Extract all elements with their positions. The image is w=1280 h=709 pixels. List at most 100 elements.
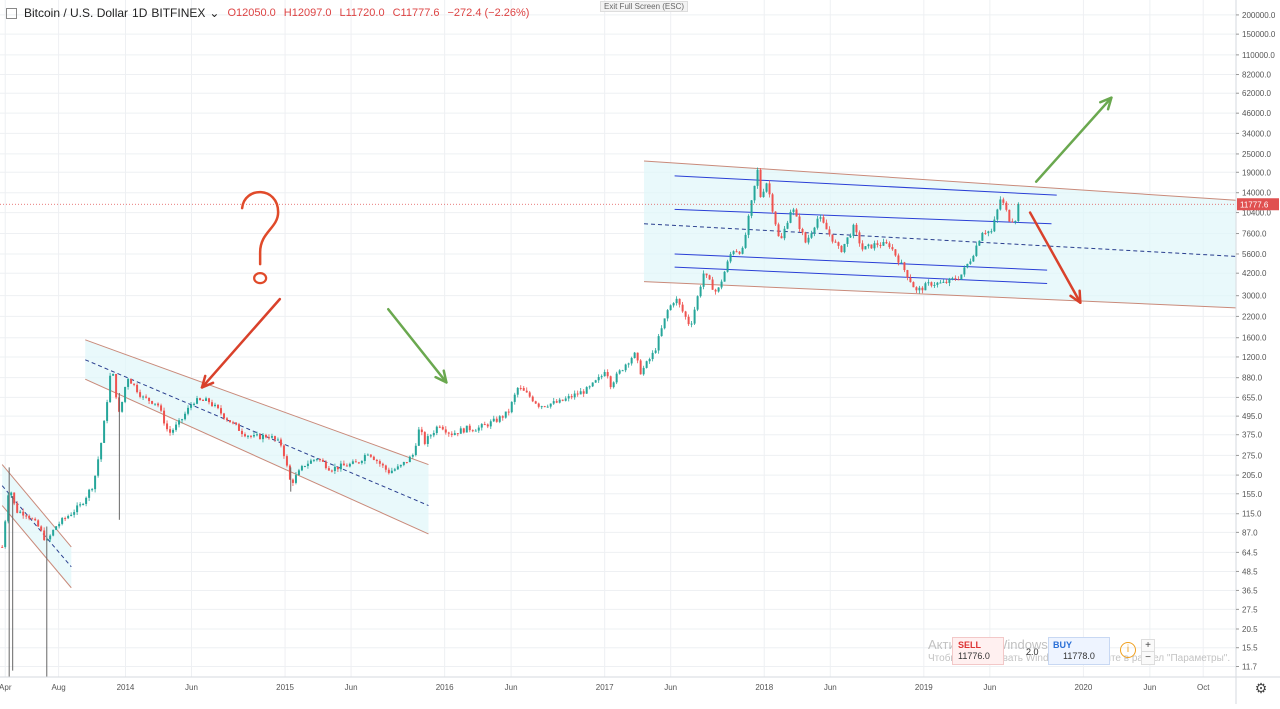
info-icon[interactable]: i xyxy=(1120,642,1136,658)
candle-body xyxy=(606,372,609,377)
channels xyxy=(1,160,1237,589)
candle-body xyxy=(498,416,501,422)
candle-body xyxy=(52,529,55,536)
exit-fullscreen-button[interactable]: Exit Full Screen (ESC) xyxy=(600,1,689,12)
candle-body xyxy=(756,169,759,186)
channel-border xyxy=(85,339,429,466)
candle-body xyxy=(723,271,726,282)
candle-body xyxy=(915,287,918,291)
ohlc-low: L11720.0 xyxy=(339,7,385,19)
candle-body xyxy=(411,455,414,457)
candle-body xyxy=(810,233,813,238)
candle-body xyxy=(966,263,969,268)
candle-body xyxy=(864,246,867,250)
minus-icon[interactable]: − xyxy=(1141,651,1155,665)
candle-body xyxy=(573,393,576,398)
candle-body xyxy=(300,466,303,471)
candle-body xyxy=(582,391,585,394)
green-arrow-head xyxy=(1099,96,1113,111)
candle-body xyxy=(450,433,453,436)
exchange-label[interactable]: BITFINEX xyxy=(151,6,206,20)
symbol-name[interactable]: Bitcoin / U.S. Dollar xyxy=(24,6,129,20)
candle-body xyxy=(579,391,582,395)
price-tick-label: 25000.0 xyxy=(1242,150,1271,159)
candle-body xyxy=(133,383,136,385)
candle-body xyxy=(537,403,540,407)
candle-body xyxy=(789,211,792,223)
candle-body xyxy=(366,454,369,456)
price-tick-label: 14000.0 xyxy=(1242,189,1271,198)
channel-fill xyxy=(2,464,72,588)
channel-midline xyxy=(643,223,1237,257)
candle-body xyxy=(792,209,795,212)
candle-body xyxy=(528,392,531,397)
chevron-down-icon[interactable]: ⌄ xyxy=(209,6,220,20)
time-tick-label: 2018 xyxy=(755,683,773,692)
candle-body xyxy=(996,209,999,220)
channel-fill xyxy=(644,160,1236,308)
candle-body xyxy=(109,375,112,403)
channel-border xyxy=(1,464,72,548)
candle-body xyxy=(453,433,456,436)
candle-body xyxy=(927,282,930,284)
candle-body xyxy=(121,401,124,412)
candle-body xyxy=(729,254,732,262)
candle-body xyxy=(1011,221,1014,223)
sell-button[interactable]: SELL 11776.0 xyxy=(952,637,1004,665)
candle-body xyxy=(693,309,696,324)
candle-body xyxy=(459,428,462,434)
candle-body xyxy=(618,370,621,374)
candle-body xyxy=(441,426,444,430)
candle-body xyxy=(4,521,7,547)
channel-border xyxy=(643,160,1237,201)
candle-body xyxy=(214,404,217,406)
candle-body xyxy=(399,464,402,467)
candle-body xyxy=(249,435,252,437)
candle-body xyxy=(924,283,927,291)
candle-body xyxy=(690,323,693,325)
candle-body xyxy=(513,394,516,402)
candle-body xyxy=(849,235,852,238)
interval-label[interactable]: 1D xyxy=(132,6,148,20)
channel-blue-line xyxy=(674,208,1052,225)
candle-body xyxy=(390,470,393,474)
candle-body xyxy=(231,422,234,424)
candle-body xyxy=(948,278,951,283)
candle-body xyxy=(429,435,432,437)
candle-body xyxy=(1017,203,1020,222)
candle-body xyxy=(22,511,25,516)
candle-body xyxy=(354,461,357,463)
candle-body xyxy=(172,429,175,433)
price-tick-label: 7600.0 xyxy=(1242,230,1267,239)
candle-body xyxy=(882,242,885,246)
candle-body xyxy=(981,232,984,241)
channel-blue-line xyxy=(674,253,1048,271)
candle-body xyxy=(909,277,912,283)
gear-icon[interactable]: ⚙ xyxy=(1254,680,1268,696)
candle-body xyxy=(318,459,321,461)
candle-body xyxy=(199,398,202,401)
candle-body xyxy=(342,463,345,466)
candle-body xyxy=(261,434,264,440)
candle-body xyxy=(726,261,729,272)
price-tick-label: 1600.0 xyxy=(1242,334,1267,343)
candle-body xyxy=(903,262,906,271)
candle-body xyxy=(654,350,657,353)
candle-body xyxy=(828,229,831,235)
candle-body xyxy=(25,515,28,517)
question-mark-dot xyxy=(253,272,268,285)
spread-value: 2.0 xyxy=(1026,647,1039,657)
channel-fill xyxy=(85,339,429,534)
candle-body xyxy=(474,430,477,432)
symbol-legend: Bitcoin / U.S. Dollar 1D BITFINEX ⌄ O120… xyxy=(6,4,529,22)
question-mark-stroke xyxy=(240,190,280,266)
buy-button[interactable]: BUY 11778.0 xyxy=(1048,637,1110,665)
price-tick-label: 15.5 xyxy=(1242,644,1258,653)
collapse-legend-icon[interactable] xyxy=(6,7,17,19)
candle-body xyxy=(49,535,52,540)
candle-body xyxy=(501,416,504,418)
candle-body xyxy=(324,461,327,469)
candle-body xyxy=(28,515,31,519)
